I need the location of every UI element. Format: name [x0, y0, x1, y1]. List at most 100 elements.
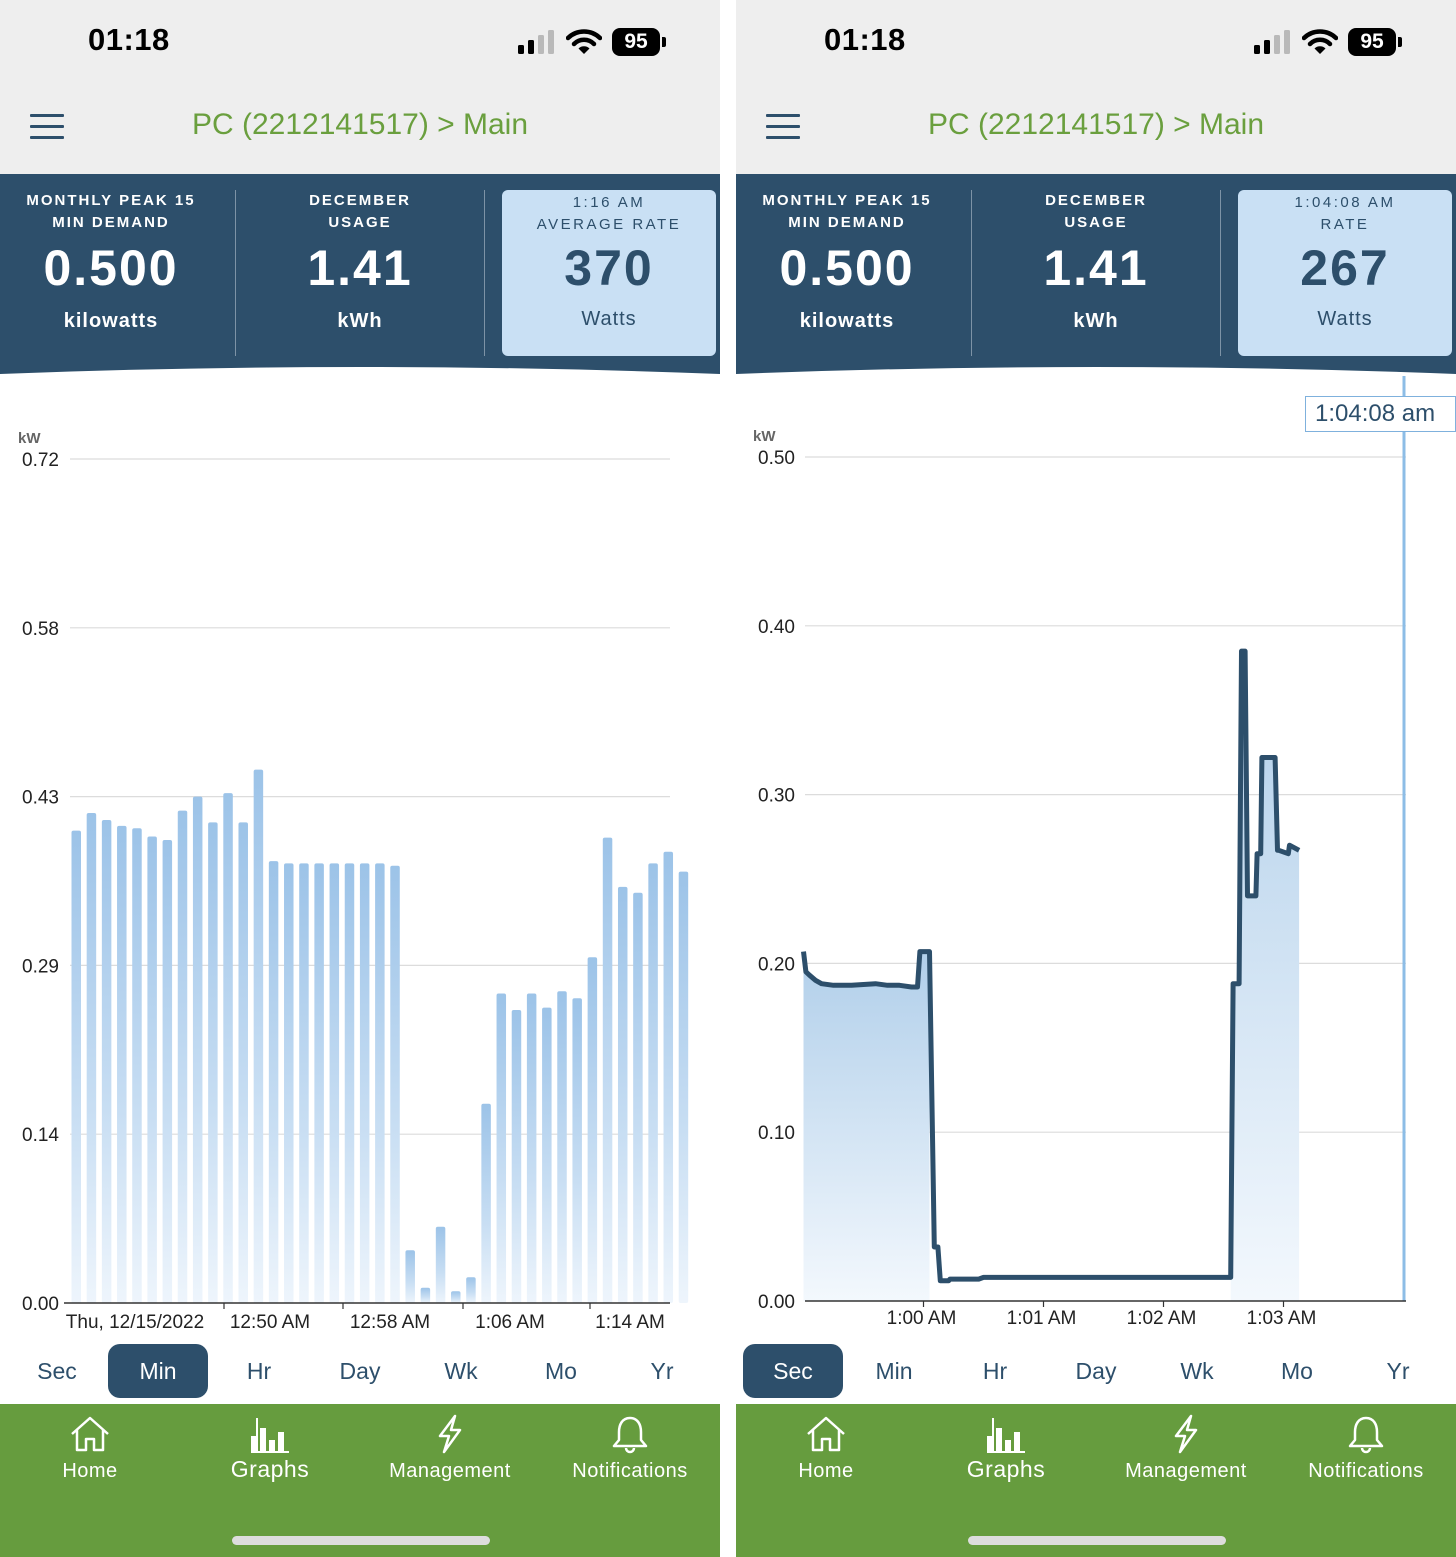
nav-label: Management	[1125, 1460, 1247, 1482]
usage-bar-chart[interactable]: 0.00 0.14 0.29 0.43 0.58 0.72 kW Thu, 12/15/202…	[0, 376, 720, 1340]
period-wk-button[interactable]: Wk	[1180, 1358, 1214, 1384]
usage-line-chart[interactable]: 0.00 0.10 0.20 0.30 0.40 0.50 kW 1:00 AM 1:01 AM…	[736, 376, 1456, 1340]
y-tick-label: 0.00	[22, 1294, 59, 1315]
bar	[268, 861, 279, 1303]
bar	[208, 822, 218, 1303]
battery-icon: 95	[1348, 28, 1402, 56]
stat-value: 1.41	[307, 240, 413, 296]
y-tick-label: 0.10	[758, 1123, 795, 1144]
stat-unit: kWh	[337, 310, 383, 332]
stat-value: 1.41	[1043, 240, 1149, 296]
stats-band: MONTHLY PEAK 15 MIN DEMAND 0.500 kilowatt…	[736, 174, 1456, 376]
bar	[511, 1009, 522, 1303]
current-rate-card[interactable]: 1:04:08 AM RATE 267 Watts	[1238, 190, 1452, 356]
home-icon	[71, 1416, 109, 1452]
bar	[572, 998, 582, 1303]
bar	[617, 886, 628, 1303]
bar	[223, 793, 233, 1303]
stats-band: MONTHLY PEAK 15 MIN DEMAND 0.500 kilowatt…	[0, 174, 720, 376]
area-fill	[1230, 651, 1300, 1301]
y-tick-label: 0.43	[22, 788, 59, 809]
period-min-button[interactable]: Min	[108, 1344, 208, 1398]
bar	[177, 810, 188, 1303]
period-mo-button[interactable]: Mo	[545, 1358, 577, 1384]
bar	[481, 1103, 491, 1303]
period-hr-button[interactable]: Hr	[982, 1358, 1008, 1384]
lightning-icon	[1174, 1414, 1198, 1454]
home-icon	[807, 1416, 845, 1452]
y-axis-unit-label: kW	[753, 428, 776, 445]
status-time: 01:18	[88, 22, 170, 57]
nav-graphs[interactable]: Graphs	[180, 1414, 360, 1504]
current-rate-card[interactable]: 1:16 AM AVERAGE RATE 370 Watts	[502, 190, 716, 356]
bar	[284, 863, 294, 1303]
december-usage-stat: DECEMBER USAGE 1.41 kWh	[236, 174, 484, 354]
period-hr-button[interactable]: Hr	[246, 1358, 272, 1384]
bar	[602, 837, 613, 1303]
bottom-nav: Home Graphs Management Notifications	[736, 1404, 1456, 1557]
period-sec-button[interactable]: Sec	[743, 1344, 843, 1398]
bar	[132, 828, 142, 1303]
wifi-icon	[1302, 29, 1338, 54]
nav-home[interactable]: Home	[0, 1414, 180, 1504]
stat-label: DECEMBER USAGE	[309, 192, 411, 231]
nav-management[interactable]: Management	[1096, 1414, 1276, 1504]
bar	[420, 1287, 431, 1303]
x-tick-label: 1:06 AM	[475, 1312, 545, 1333]
period-sec-button[interactable]: Sec	[37, 1358, 77, 1384]
cellular-signal-icon	[518, 30, 554, 54]
bar	[390, 865, 400, 1303]
period-selector: Sec Min Hr Day Wk Mo Yr	[736, 1340, 1456, 1402]
bar	[435, 1226, 446, 1303]
x-tick-label: 12:58 AM	[350, 1312, 430, 1333]
period-yr-button[interactable]: Yr	[650, 1358, 674, 1384]
nav-label: Home	[798, 1460, 854, 1482]
home-indicator	[968, 1536, 1226, 1545]
nav-label: Notifications	[572, 1460, 688, 1482]
hamburger-menu-icon[interactable]	[30, 114, 64, 140]
period-min-button[interactable]: Min	[875, 1358, 913, 1384]
nav-graphs[interactable]: Graphs	[916, 1414, 1096, 1504]
stat-unit: kWh	[1073, 310, 1119, 332]
nav-label: Management	[389, 1460, 511, 1482]
stat-value: 267	[1300, 240, 1390, 296]
battery-icon: 95	[612, 28, 666, 56]
stat-label: 1:04:08 AM RATE	[1294, 194, 1396, 233]
status-bar: 01:18 95	[0, 0, 720, 88]
cellular-signal-icon	[1254, 30, 1290, 54]
x-tick-label: Thu, 12/15/2022	[66, 1312, 204, 1333]
y-tick-label: 0.00	[758, 1292, 795, 1313]
x-tick-label: 1:02 AM	[1127, 1308, 1197, 1329]
lightning-icon	[438, 1414, 462, 1454]
bar	[451, 1291, 461, 1303]
bar	[238, 822, 248, 1303]
period-wk-button[interactable]: Wk	[444, 1358, 478, 1384]
battery-level: 95	[1348, 28, 1396, 56]
nav-notifications[interactable]: Notifications	[1276, 1414, 1456, 1504]
stat-unit: Watts	[581, 308, 637, 330]
period-mo-button[interactable]: Mo	[1281, 1358, 1313, 1384]
page-title: PC (2212141517) > Main	[927, 108, 1265, 141]
period-day-button[interactable]: Day	[339, 1358, 381, 1384]
bar	[375, 863, 385, 1303]
bar	[162, 839, 173, 1303]
app-header: PC (2212141517) > Main	[736, 88, 1456, 174]
bar	[633, 892, 643, 1303]
monthly-peak-demand-stat: MONTHLY PEAK 15 MIN DEMAND 0.500 kilowatt…	[736, 174, 958, 354]
bar	[101, 820, 112, 1303]
period-day-button[interactable]: Day	[1075, 1358, 1117, 1384]
nav-home[interactable]: Home	[736, 1414, 916, 1504]
bar	[542, 1007, 552, 1303]
bar	[466, 1277, 476, 1303]
hamburger-menu-icon[interactable]	[766, 114, 800, 140]
bar	[557, 991, 567, 1303]
nav-label: Notifications	[1308, 1460, 1424, 1482]
bar	[344, 863, 355, 1303]
cursor-time-tooltip: 1:04:08 am	[1305, 396, 1456, 432]
page-title: PC (2212141517) > Main	[191, 108, 529, 141]
nav-management[interactable]: Management	[360, 1414, 540, 1504]
bar	[329, 863, 340, 1303]
bell-icon	[1348, 1416, 1384, 1454]
period-yr-button[interactable]: Yr	[1386, 1358, 1410, 1384]
nav-notifications[interactable]: Notifications	[540, 1414, 720, 1504]
